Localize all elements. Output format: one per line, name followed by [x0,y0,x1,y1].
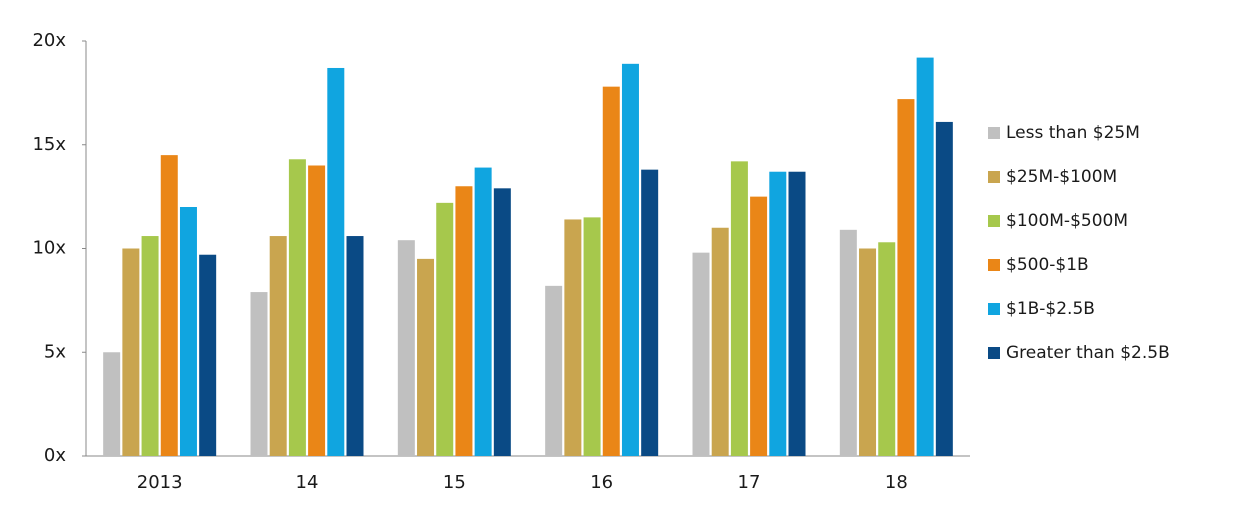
bar [436,202,454,456]
bar [141,236,159,456]
bar [327,67,345,456]
bar [692,252,710,456]
y-tick-label: 20x [32,30,66,51]
legend-label: $25M-$100M [1006,167,1117,187]
bar [730,161,748,456]
legend-swatch [988,347,1000,359]
bar [199,254,217,456]
bar [417,258,435,456]
y-tick-label: 0x [44,445,66,466]
bar [308,165,326,456]
bar [916,57,934,456]
bar [641,169,659,456]
legend-swatch [988,259,1000,271]
bar [750,196,768,456]
legend-swatch [988,171,1000,183]
bar [935,121,953,457]
bar [711,227,729,456]
legend-label: Less than $25M [1006,123,1140,143]
x-tick-label: 15 [443,472,466,493]
bar [897,99,915,456]
x-tick-label: 14 [296,472,319,493]
bar [346,236,364,456]
bar [621,63,639,456]
bar [397,240,415,456]
bar [455,186,473,456]
bar [269,236,287,456]
bar [545,285,563,456]
bar [583,217,601,456]
legend-swatch [988,127,1000,139]
legend-label: Greater than $2.5B [1006,343,1170,363]
x-tick-label: 2013 [137,472,183,493]
bar [859,248,877,456]
y-tick-label: 10x [32,238,66,259]
bar [839,229,857,456]
bar [493,188,511,456]
legend-label: $1B-$2.5B [1006,299,1095,319]
legend-label: $100M-$500M [1006,211,1128,231]
x-tick-label: 16 [590,472,613,493]
bar [564,219,582,456]
legend-label: $500-$1B [1006,255,1089,275]
bar [250,292,268,456]
y-tick-label: 5x [44,341,66,362]
bar [474,167,492,456]
y-tick-label: 15x [32,134,66,155]
bar [179,207,197,456]
bar [769,171,787,456]
bar [103,352,121,456]
bar [122,248,140,456]
bar [788,171,806,456]
bar [602,86,620,457]
bar [878,242,896,456]
bar [160,155,178,456]
bar [288,159,306,456]
legend-swatch [988,215,1000,227]
x-tick-label: 17 [738,472,761,493]
legend-swatch [988,303,1000,315]
x-tick-label: 18 [885,472,908,493]
